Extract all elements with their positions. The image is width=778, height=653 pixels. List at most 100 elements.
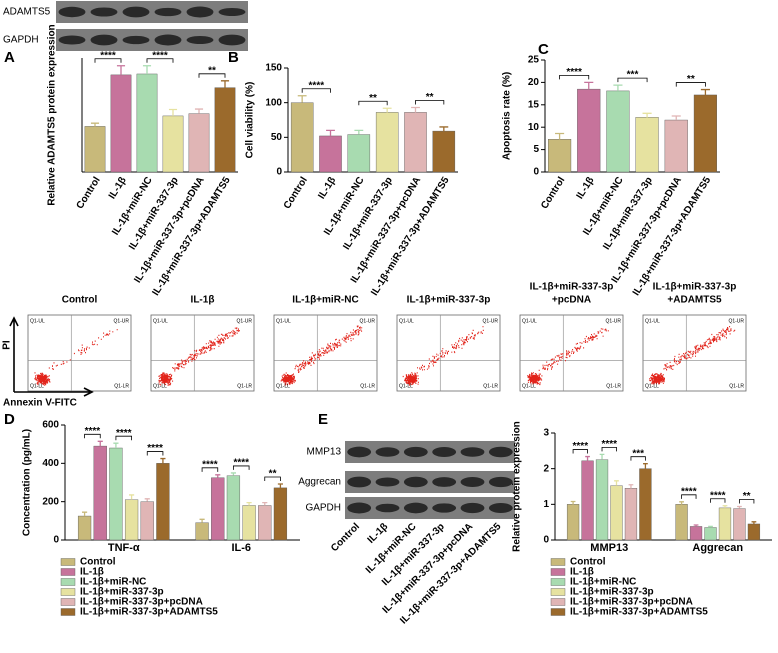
flow-plot	[396, 314, 501, 392]
significance-label: **	[269, 469, 277, 480]
significance-bracket	[264, 476, 281, 482]
error-bar	[693, 524, 699, 527]
flow-plot	[519, 314, 624, 392]
bar	[258, 505, 272, 541]
significance-label: ****	[710, 490, 726, 501]
x-tick-label: IL-1β	[107, 175, 129, 201]
y-tick-label: 2	[543, 463, 549, 474]
significance-label: ****	[147, 443, 163, 454]
bar	[156, 463, 170, 541]
error-bar	[585, 455, 590, 461]
blot-band	[488, 502, 513, 514]
quadrant-label: Q1-UL	[30, 318, 45, 324]
significance-bracket	[233, 465, 250, 470]
blot-band	[122, 35, 150, 45]
significance-label: ****	[116, 428, 132, 439]
significance-bracket	[710, 498, 726, 503]
bar	[140, 501, 154, 541]
bar	[290, 102, 314, 173]
bar	[675, 504, 688, 541]
y-tick-label: 15	[528, 99, 540, 110]
y-tick-label: 10	[528, 122, 540, 133]
legend-swatch	[60, 608, 76, 616]
x-tick-label: TNF-α	[108, 542, 140, 554]
flow-events	[280, 325, 363, 386]
x-tick-label: Control	[539, 175, 567, 211]
blot-strip	[345, 497, 515, 519]
flow-title: IL-1β+miR-NC	[292, 295, 358, 306]
quadrant-label: Q1-LR	[606, 383, 621, 389]
blot-band	[375, 477, 400, 487]
bar	[211, 477, 225, 541]
blot-band	[154, 7, 182, 17]
error-bar	[643, 463, 648, 469]
error-bar	[628, 484, 634, 489]
error-bar	[326, 129, 335, 136]
quadrant-label: Q1-UR	[236, 318, 252, 324]
blot-band	[432, 446, 457, 458]
bar	[93, 445, 107, 541]
legend-swatch	[60, 558, 76, 566]
blot-band	[403, 446, 428, 458]
bar	[162, 115, 184, 173]
significance-label: ****	[309, 80, 325, 91]
quadrant-label: Q1-LR	[729, 383, 744, 389]
error-bar	[411, 106, 420, 113]
quadrant-label: Q1-UR	[605, 318, 621, 324]
legend-swatch	[60, 598, 76, 606]
bar	[188, 113, 210, 173]
significance-bracket	[415, 100, 445, 105]
quadrant-label: Q1-LL	[153, 383, 167, 389]
blot-band	[460, 502, 485, 514]
bar	[693, 94, 717, 173]
flow-title: +pcDNA	[552, 295, 591, 306]
quadrant-label: Q1-UR	[359, 318, 375, 324]
significance-label: **	[687, 74, 695, 85]
blot-band	[186, 35, 214, 45]
quadrant-label: Q1-UR	[728, 318, 744, 324]
significance-bracket	[146, 58, 174, 63]
error-bar	[230, 472, 236, 476]
flow-plot	[150, 314, 255, 392]
flow-xlabel: Annexin V-FITC	[3, 398, 77, 409]
significance-label: ****	[202, 459, 218, 470]
error-bar	[555, 132, 565, 140]
flow-plot	[27, 314, 132, 392]
significance-bracket	[681, 494, 697, 499]
quadrant-label: Q1-UL	[153, 318, 168, 324]
quadrant-label: Q1-UR	[113, 318, 129, 324]
error-bar	[613, 84, 623, 91]
y-tick-label: 20	[528, 77, 540, 88]
quadrant-label: Q1-UL	[399, 318, 414, 324]
error-bar	[220, 80, 230, 88]
quadrant-label: Q1-UL	[522, 318, 537, 324]
quadrant-label: Q1-LR	[114, 383, 129, 389]
legend-swatch	[550, 558, 566, 566]
blot-band	[347, 446, 372, 458]
bar	[566, 504, 580, 541]
y-tick-label: 0	[53, 535, 59, 546]
quadrant-label: Q1-LR	[483, 383, 498, 389]
bar	[195, 522, 209, 541]
legend-label: IL-1β+miR-337-3p	[80, 587, 164, 598]
y-tick-label: 200	[42, 496, 59, 507]
error-bar	[90, 122, 100, 127]
blot-band	[347, 476, 372, 488]
blot-band	[375, 447, 400, 457]
legend-label: IL-1β+miR-337-3p+ADAMTS5	[570, 607, 708, 618]
y-tick-label: 1	[543, 499, 549, 510]
bar	[718, 507, 732, 541]
significance-label: ****	[85, 426, 101, 437]
bar	[577, 88, 601, 173]
error-bar	[262, 501, 268, 506]
error-bar	[246, 501, 252, 506]
legend-swatch	[60, 568, 76, 576]
legend-label: IL-1β+miR-NC	[570, 577, 636, 588]
legend-label: Control	[570, 557, 606, 568]
y-tick-label: 0	[276, 167, 282, 178]
flow-title: IL-1β+miR-337-3p	[653, 282, 737, 293]
panel-letter: E	[318, 411, 328, 428]
bar	[548, 139, 572, 173]
bar	[664, 119, 688, 173]
y-axis-label: Relative protein expression	[512, 421, 523, 552]
